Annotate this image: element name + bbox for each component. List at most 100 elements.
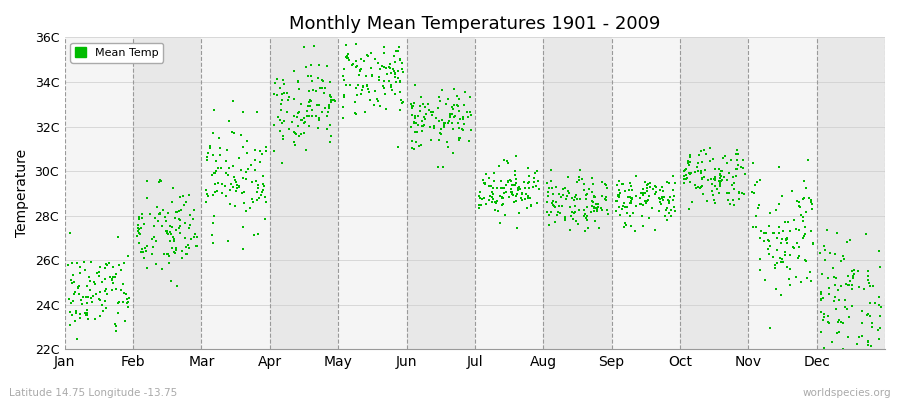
Point — [98, 276, 112, 282]
Point — [287, 129, 302, 135]
Point — [323, 92, 338, 98]
Point — [341, 55, 356, 61]
Point — [328, 98, 342, 105]
Point — [417, 114, 431, 120]
Point — [727, 202, 742, 208]
Point — [63, 322, 77, 328]
Point — [213, 145, 228, 152]
Point — [303, 98, 318, 104]
Point — [704, 176, 718, 183]
Point — [814, 271, 829, 277]
Point — [572, 174, 586, 180]
Point — [566, 216, 580, 222]
Point — [575, 176, 590, 182]
Point — [620, 194, 634, 200]
Point — [524, 203, 538, 209]
Point — [846, 266, 860, 273]
Point — [757, 230, 771, 236]
Point — [359, 73, 374, 80]
Point — [770, 260, 784, 266]
Point — [179, 251, 194, 257]
Point — [250, 189, 265, 196]
Point — [395, 100, 410, 106]
Point — [748, 182, 762, 188]
Point — [423, 124, 437, 130]
Point — [212, 152, 227, 158]
Point — [638, 198, 652, 204]
Point — [798, 184, 813, 191]
Point — [248, 166, 262, 173]
Point — [590, 206, 604, 213]
Point — [816, 294, 831, 301]
Point — [210, 188, 224, 195]
Point — [508, 182, 522, 188]
Point — [72, 350, 86, 356]
Point — [679, 176, 693, 182]
Point — [106, 263, 121, 270]
Point — [642, 214, 656, 221]
Point — [643, 193, 657, 199]
Point — [639, 188, 653, 194]
Point — [175, 247, 189, 254]
Point — [484, 199, 499, 205]
Point — [372, 76, 386, 83]
Point — [408, 128, 422, 135]
Point — [428, 123, 442, 129]
Point — [81, 274, 95, 280]
Point — [408, 81, 422, 88]
Point — [789, 226, 804, 232]
Point — [392, 78, 407, 84]
Point — [615, 180, 629, 187]
Point — [228, 176, 242, 183]
Point — [297, 44, 311, 50]
Point — [619, 221, 634, 228]
Point — [441, 96, 455, 102]
Point — [203, 145, 218, 151]
Point — [544, 184, 559, 191]
Point — [291, 79, 305, 86]
Point — [746, 224, 760, 230]
Point — [245, 196, 259, 202]
Point — [410, 122, 425, 128]
Point — [493, 178, 508, 184]
Point — [254, 192, 268, 198]
Point — [323, 93, 338, 100]
Point — [707, 176, 722, 183]
Point — [109, 328, 123, 334]
Point — [230, 185, 244, 191]
Point — [83, 278, 97, 284]
Point — [287, 113, 302, 119]
Point — [578, 228, 592, 234]
Bar — [338, 37, 407, 350]
Point — [72, 283, 86, 289]
Point — [199, 199, 213, 205]
Point — [160, 228, 175, 234]
Point — [714, 168, 728, 174]
Point — [320, 63, 334, 70]
Point — [237, 200, 251, 206]
Point — [577, 212, 591, 219]
Point — [172, 216, 186, 222]
Point — [565, 209, 580, 216]
Point — [456, 115, 471, 122]
Point — [388, 91, 402, 98]
Point — [389, 79, 403, 85]
Point — [568, 203, 582, 209]
Point — [444, 114, 458, 120]
Point — [579, 215, 593, 222]
Point — [660, 204, 674, 211]
Point — [242, 205, 256, 212]
Point — [530, 168, 544, 174]
Point — [707, 176, 722, 182]
Point — [861, 338, 876, 344]
Point — [95, 308, 110, 314]
Point — [408, 113, 422, 119]
Point — [866, 283, 880, 290]
Point — [410, 139, 424, 145]
Point — [463, 94, 477, 100]
Point — [436, 120, 451, 126]
Point — [628, 227, 643, 234]
Point — [162, 252, 176, 259]
Point — [140, 265, 155, 271]
Point — [175, 255, 189, 261]
